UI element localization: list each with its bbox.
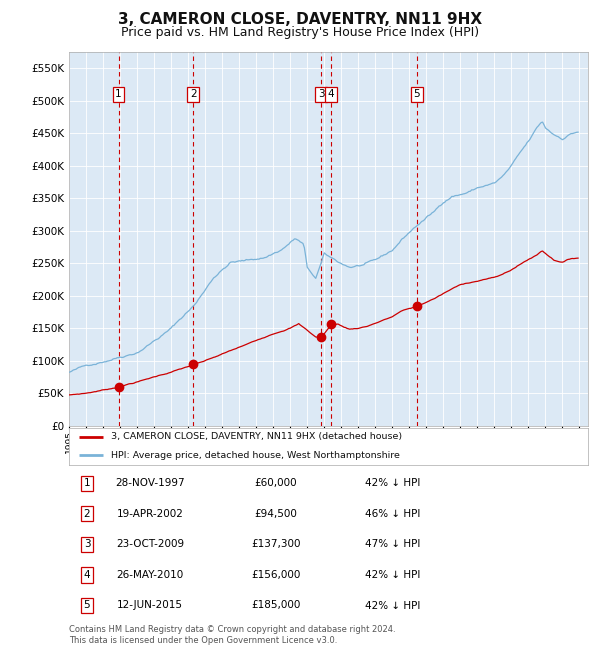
Text: Price paid vs. HM Land Registry's House Price Index (HPI): Price paid vs. HM Land Registry's House …: [121, 26, 479, 39]
Text: £185,000: £185,000: [251, 601, 301, 610]
Text: 4: 4: [328, 89, 334, 99]
Text: 12-JUN-2015: 12-JUN-2015: [117, 601, 183, 610]
Text: £94,500: £94,500: [254, 509, 298, 519]
Text: 1: 1: [115, 89, 122, 99]
Text: 42% ↓ HPI: 42% ↓ HPI: [365, 570, 421, 580]
Text: 5: 5: [83, 601, 91, 610]
Text: HPI: Average price, detached house, West Northamptonshire: HPI: Average price, detached house, West…: [110, 451, 400, 460]
Text: £156,000: £156,000: [251, 570, 301, 580]
Text: Contains HM Land Registry data © Crown copyright and database right 2024.
This d: Contains HM Land Registry data © Crown c…: [69, 625, 395, 645]
Text: 3: 3: [83, 540, 91, 549]
Text: 1: 1: [83, 478, 91, 488]
Text: 3: 3: [318, 89, 325, 99]
Text: 5: 5: [413, 89, 420, 99]
Text: 19-APR-2002: 19-APR-2002: [116, 509, 184, 519]
Text: £137,300: £137,300: [251, 540, 301, 549]
Text: 47% ↓ HPI: 47% ↓ HPI: [365, 540, 421, 549]
Text: 4: 4: [83, 570, 91, 580]
Text: 42% ↓ HPI: 42% ↓ HPI: [365, 478, 421, 488]
Text: 2: 2: [190, 89, 197, 99]
Text: 23-OCT-2009: 23-OCT-2009: [116, 540, 184, 549]
Text: £60,000: £60,000: [254, 478, 298, 488]
Text: 28-NOV-1997: 28-NOV-1997: [115, 478, 185, 488]
Text: 2: 2: [83, 509, 91, 519]
Text: 46% ↓ HPI: 46% ↓ HPI: [365, 509, 421, 519]
Text: 42% ↓ HPI: 42% ↓ HPI: [365, 601, 421, 610]
Text: 3, CAMERON CLOSE, DAVENTRY, NN11 9HX (detached house): 3, CAMERON CLOSE, DAVENTRY, NN11 9HX (de…: [110, 432, 401, 441]
Text: 3, CAMERON CLOSE, DAVENTRY, NN11 9HX: 3, CAMERON CLOSE, DAVENTRY, NN11 9HX: [118, 12, 482, 27]
Text: 26-MAY-2010: 26-MAY-2010: [116, 570, 184, 580]
